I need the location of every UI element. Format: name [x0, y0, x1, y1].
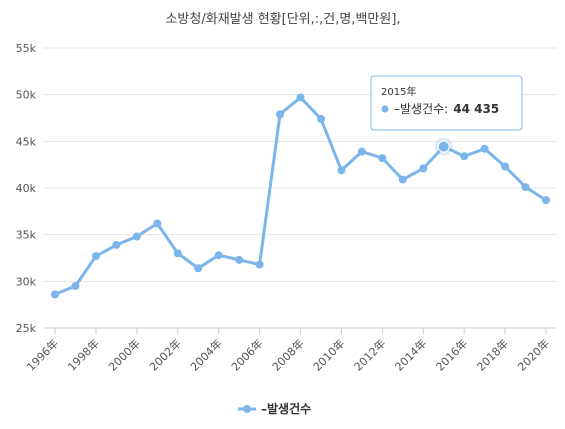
tooltip-series-label: –발생건수: [394, 102, 448, 116]
legend-marker-symbol [243, 405, 251, 413]
x-tick-label: 2018年 [474, 336, 511, 373]
data-point[interactable] [112, 240, 121, 249]
y-tick-label: 25k [16, 322, 37, 335]
data-point[interactable] [460, 152, 469, 161]
tooltip-box [370, 75, 523, 131]
x-tick-label: 2008年 [269, 336, 306, 373]
y-tick-label: 55k [16, 42, 37, 55]
data-point[interactable] [480, 144, 489, 153]
x-tick-label: 2020年 [515, 336, 552, 373]
y-tick-label: 50k [16, 89, 37, 102]
y-tick-label: 35k [16, 229, 37, 242]
data-point[interactable] [173, 249, 182, 258]
x-tick-label: 2010年 [310, 336, 347, 373]
data-point[interactable] [398, 175, 407, 184]
x-tick-label: 2002年 [146, 336, 183, 373]
x-tick-label: 2006年 [228, 336, 265, 373]
x-axis: 1996年 1998年 2000年 2002年 2004年 2006年 2008年 2010年… [24, 328, 552, 374]
x-tick-label: 2016年 [433, 336, 470, 373]
legend[interactable]: –발생건수 [238, 401, 311, 416]
data-point[interactable] [419, 164, 428, 173]
tooltip-series-marker [381, 105, 389, 113]
data-point[interactable] [337, 166, 346, 175]
x-tick-label: 2004年 [187, 336, 224, 373]
data-point[interactable] [91, 252, 100, 261]
data-point[interactable] [235, 255, 244, 264]
data-point[interactable] [316, 114, 325, 123]
data-point[interactable] [51, 290, 59, 299]
data-point[interactable] [194, 264, 203, 273]
data-point[interactable] [71, 282, 80, 290]
data-point[interactable] [153, 219, 162, 228]
legend-series-label[interactable]: –발생건수 [261, 401, 311, 416]
data-point[interactable] [296, 93, 305, 102]
x-tick-label: 2014年 [392, 336, 429, 373]
x-tick-label: 2000年 [105, 336, 142, 373]
tooltip: 2015年 –발생건수: 44 435 [370, 75, 523, 131]
series-layer [51, 93, 550, 299]
data-point[interactable] [214, 251, 223, 260]
x-tick-label: 2012年 [351, 336, 388, 373]
data-point[interactable] [276, 110, 285, 119]
data-point[interactable] [378, 154, 387, 163]
data-point[interactable] [521, 183, 530, 192]
chart-title: 소방청/화재발생 현황[단위,:,건,명,백만원], [165, 12, 400, 27]
tooltip-category: 2015年 [381, 85, 416, 98]
y-tick-label: 40k [16, 182, 37, 195]
y-tick-label: 30k [16, 275, 37, 288]
x-tick-label: 1998年 [65, 336, 102, 373]
y-axis: 25k 30k 35k 40k 45k 50k 55k [16, 42, 37, 335]
y-tick-label: 45k [16, 135, 37, 148]
tooltip-line: –발생건수: 44 435 [394, 102, 499, 116]
data-point[interactable] [132, 232, 141, 241]
data-point[interactable] [357, 147, 366, 156]
data-point[interactable] [542, 196, 550, 205]
x-tick-label: 1996年 [24, 336, 61, 373]
tooltip-value: 44 435 [453, 102, 499, 116]
data-point[interactable] [501, 162, 510, 171]
data-point[interactable] [255, 260, 264, 269]
data-point[interactable] [437, 140, 450, 153]
